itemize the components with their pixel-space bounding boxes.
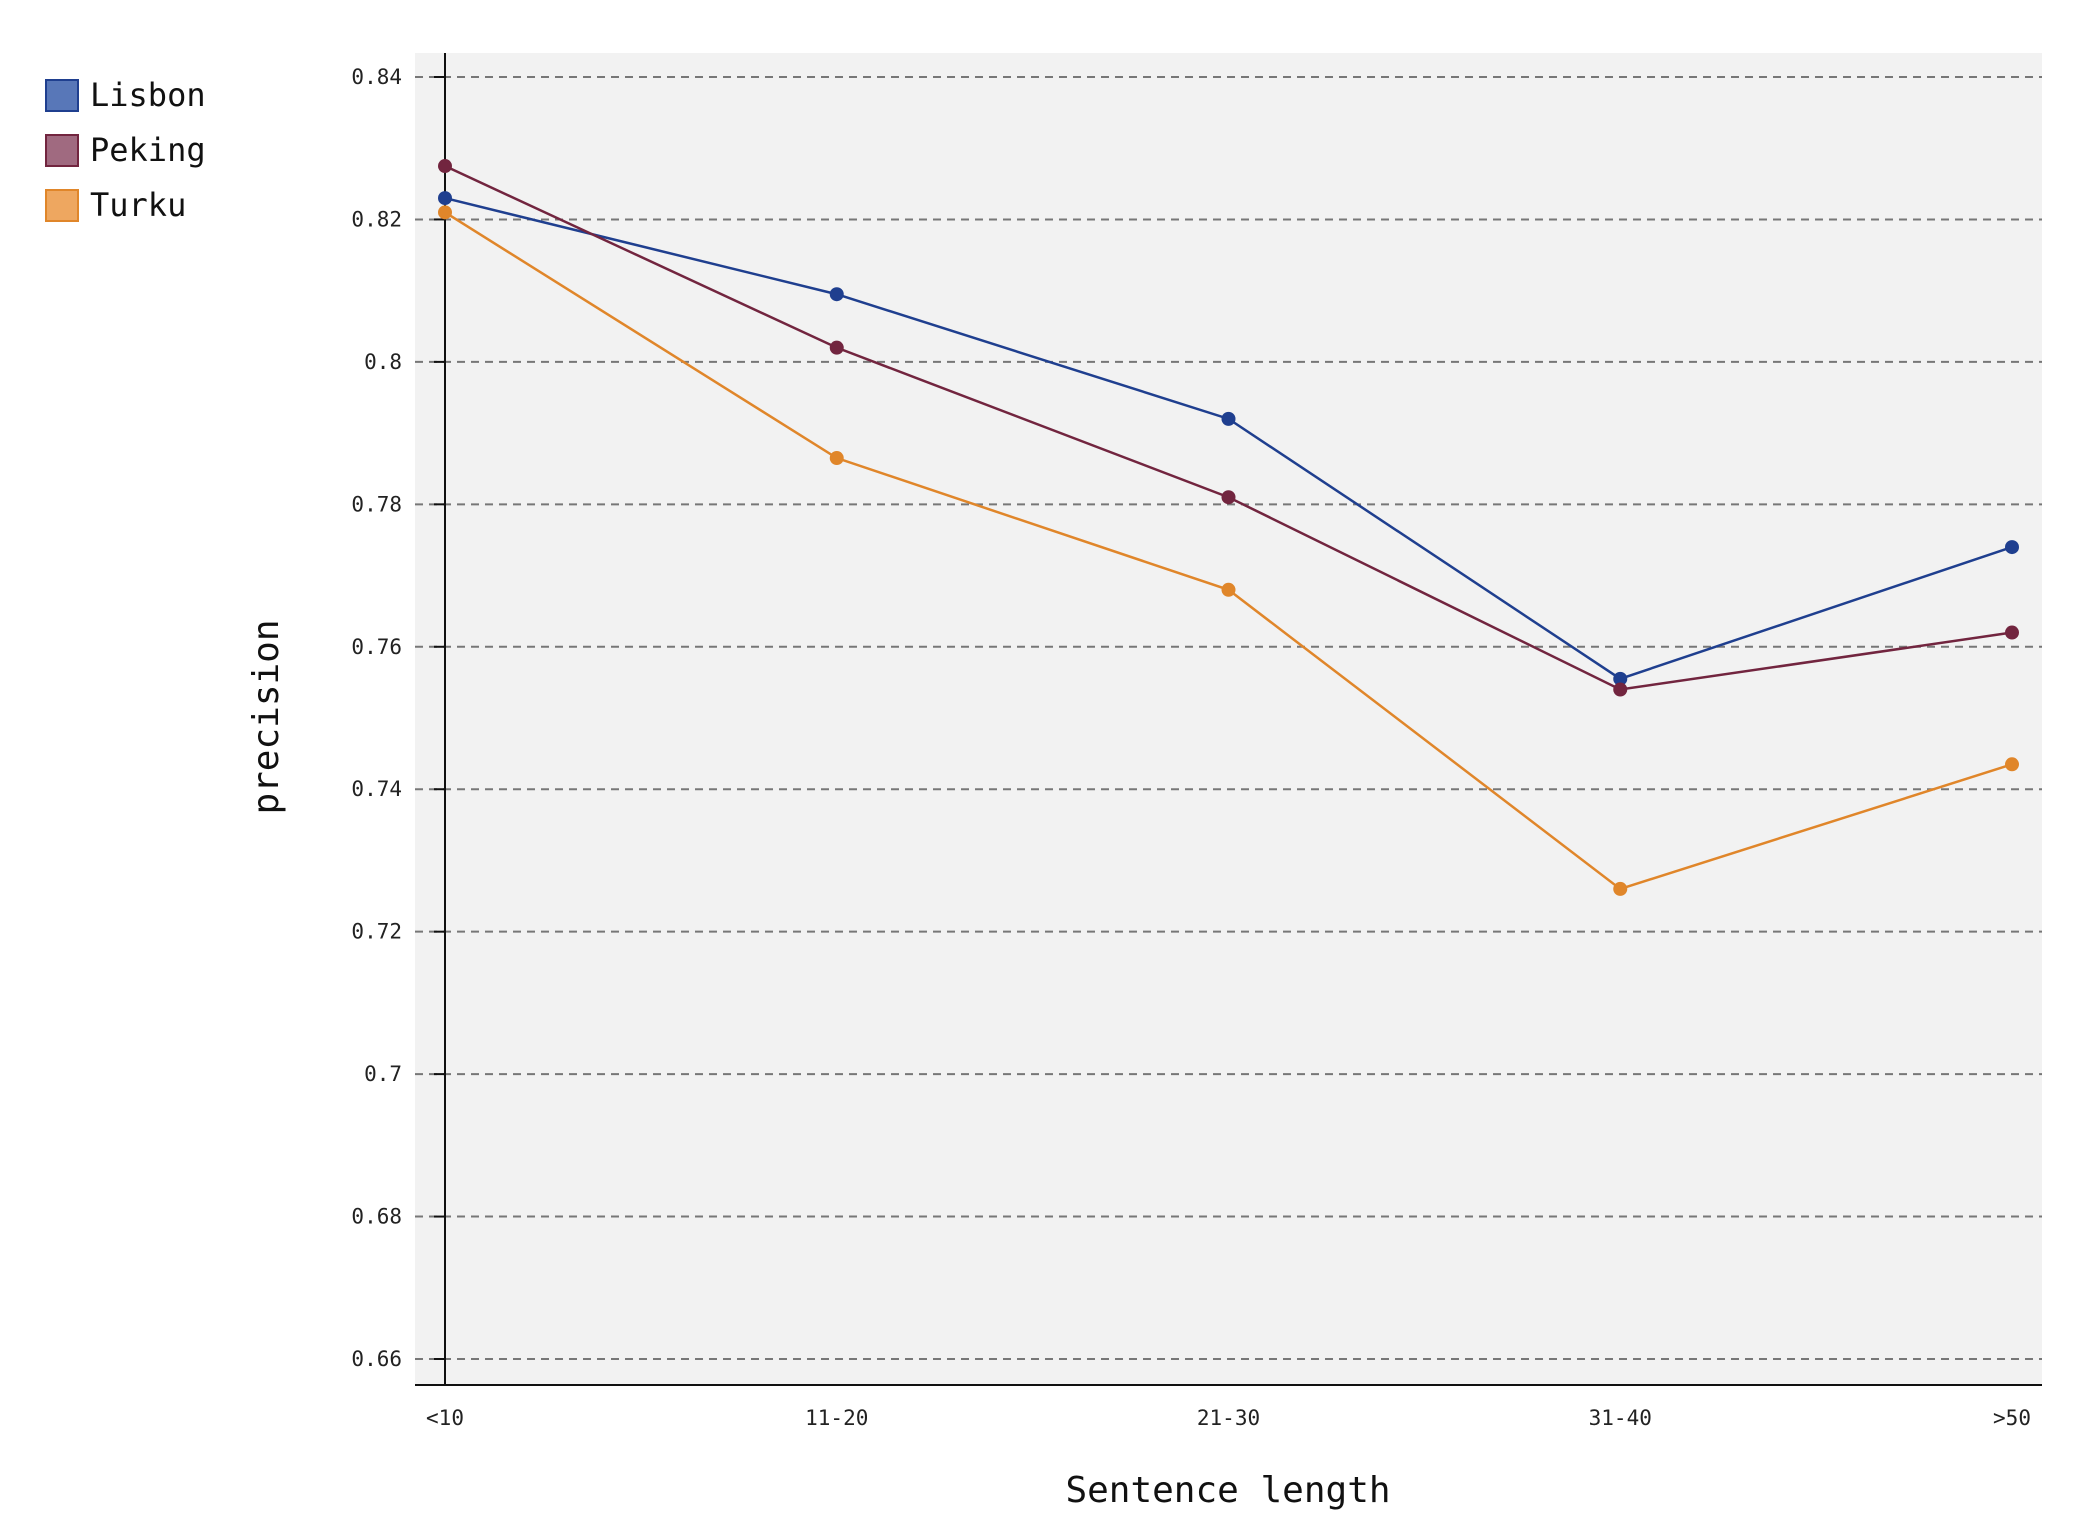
legend: Lisbon Peking Turku — [45, 76, 206, 224]
data-point — [1613, 682, 1628, 697]
series-peking — [438, 159, 2019, 697]
data-point — [1221, 490, 1236, 505]
data-point — [829, 340, 844, 355]
x-tick-label: 11-20 — [805, 1406, 868, 1430]
data-point — [2005, 757, 2019, 772]
gridlines — [415, 76, 2042, 1360]
data-point — [1613, 881, 1628, 896]
y-axis-ticks: 0.66 0.68 0.7 0.72 0.74 0.76 0.78 0.8 0.82 0.84 — [351, 65, 445, 1371]
legend-label: Peking — [90, 131, 206, 169]
x-tick-label: 31-40 — [1589, 1406, 1652, 1430]
x-tick-label: 21-30 — [1197, 1406, 1260, 1430]
x-axis-label: Sentence length — [1065, 1470, 1390, 1511]
data-point — [2005, 540, 2019, 555]
data-point — [438, 191, 452, 206]
y-tick-label: 0.66 — [351, 1347, 402, 1371]
data-point — [1221, 582, 1236, 597]
legend-item-turku: Turku — [45, 186, 186, 224]
y-axis-label: precision — [246, 619, 287, 814]
y-tick-label: 0.76 — [351, 635, 402, 659]
data-point — [2005, 625, 2019, 640]
legend-swatch — [45, 134, 79, 167]
data-point — [438, 159, 452, 174]
legend-item-lisbon: Lisbon — [45, 76, 206, 114]
data-point — [438, 205, 452, 220]
y-tick-label: 0.74 — [351, 777, 402, 801]
legend-swatch — [45, 189, 79, 222]
y-tick-label: 0.82 — [351, 207, 402, 231]
legend-swatch — [45, 79, 79, 112]
x-tick-label: <10 — [426, 1406, 464, 1430]
y-tick-label: 0.78 — [351, 492, 402, 516]
x-axis-ticks: <10 11-20 21-30 31-40 >50 — [426, 1406, 2031, 1430]
y-tick-label: 0.72 — [351, 920, 402, 944]
series-layer — [438, 159, 2019, 896]
legend-label: Turku — [90, 186, 186, 224]
x-tick-label: >50 — [1993, 1406, 2031, 1430]
legend-item-peking: Peking — [45, 131, 206, 169]
data-point — [1221, 411, 1236, 426]
series-lisbon — [438, 191, 2019, 686]
plot-background — [415, 53, 2042, 1385]
data-point — [1613, 671, 1628, 686]
data-point — [829, 451, 844, 466]
data-point — [829, 287, 844, 302]
y-tick-label: 0.68 — [351, 1205, 402, 1229]
series-turku — [438, 205, 2019, 896]
y-tick-label: 0.84 — [351, 65, 402, 89]
y-tick-label: 0.7 — [364, 1062, 402, 1086]
legend-label: Lisbon — [90, 76, 206, 114]
y-tick-label: 0.8 — [364, 350, 402, 374]
